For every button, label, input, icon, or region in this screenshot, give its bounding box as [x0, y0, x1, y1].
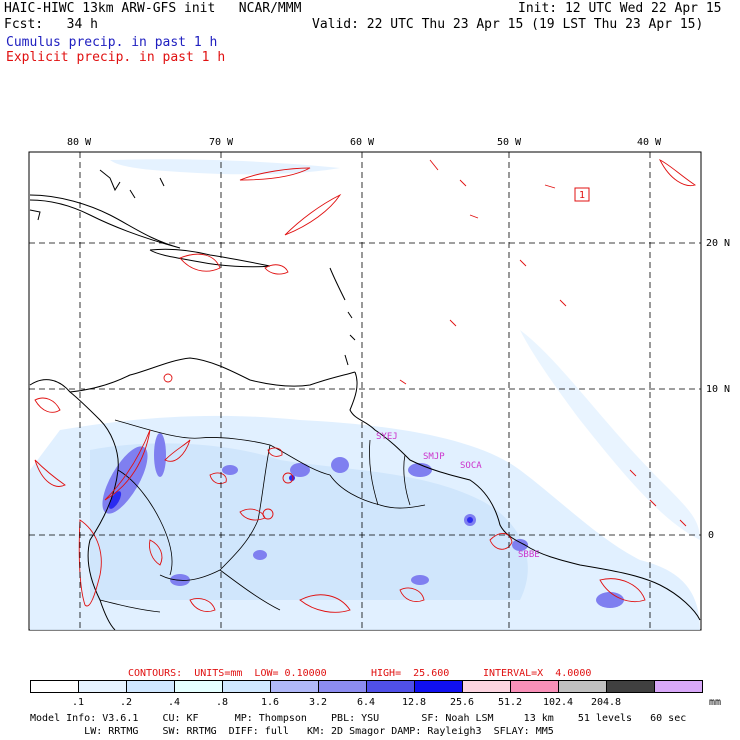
colorbar-label: 12.8 — [401, 697, 427, 708]
lon-label-60w: 60 W — [350, 137, 375, 148]
colorbar-swatch — [318, 680, 367, 693]
colorbar-swatch — [510, 680, 559, 693]
colorbar-label: 3.2 — [308, 697, 328, 708]
colorbar-swatch — [78, 680, 127, 693]
init-time: Init: 12 UTC Wed 22 Apr 15 — [518, 1, 722, 16]
marker-label: 1 — [579, 190, 586, 201]
colorbar-units: mm — [709, 697, 722, 708]
colorbar-swatch — [654, 680, 703, 693]
contour-high: HIGH= 25.600 — [371, 668, 450, 679]
colorbar-swatch — [558, 680, 607, 693]
colorbar-swatch — [462, 680, 511, 693]
colorbar-swatch — [126, 680, 175, 693]
lon-label-70w: 70 W — [209, 137, 234, 148]
colorbar-label: 204.8 — [590, 697, 622, 708]
intense-cells — [108, 475, 473, 523]
lat-label-10n: 10 N — [706, 384, 731, 395]
colorbar-label: .2 — [119, 697, 133, 708]
cumulus-precip-shading — [30, 159, 700, 630]
explicit-legend: Explicit precip. in past 1 h — [6, 50, 226, 65]
station-label-soca: SOCA — [460, 461, 482, 471]
model-title: HAIC-HIWC 13km ARW-GFS init NCAR/MMM — [4, 1, 302, 16]
lat-label-0: 0 — [708, 530, 715, 541]
colorbar-label: .4 — [167, 697, 181, 708]
lon-label-50w: 50 W — [497, 137, 522, 148]
colorbar-swatch — [414, 680, 463, 693]
station-label-smjp: SMJP — [423, 452, 445, 462]
contour-interval: INTERVAL=X 4.0000 — [483, 668, 592, 679]
marker-box — [574, 187, 590, 202]
lon-label-40w: 40 W — [637, 137, 662, 148]
station-label-sbbe: SBBE — [518, 550, 540, 560]
station-label-syej: SYEJ — [376, 432, 398, 442]
colorbar-label: 25.6 — [449, 697, 475, 708]
coastlines — [29, 169, 701, 631]
colorbar-label: .1 — [71, 697, 85, 708]
forecast-hour: Fcst: 34 h — [4, 17, 98, 32]
lon-label-80w: 80 W — [67, 137, 92, 148]
model-info-line1: Model Info: V3.6.1 CU: KF MP: Thompson P… — [30, 713, 687, 724]
borders — [99, 419, 426, 613]
explicit-precip-contours — [34, 158, 697, 613]
colorbar-swatch — [606, 680, 655, 693]
colorbar-label: .8 — [215, 697, 229, 708]
colorbar-label: 6.4 — [356, 697, 376, 708]
valid-time: Valid: 22 UTC Thu 23 Apr 15 (19 LST Thu … — [312, 17, 704, 32]
colorbar-swatch — [366, 680, 415, 693]
lat-lon-grid — [29, 152, 701, 630]
colorbar-swatch — [174, 680, 223, 693]
lat-label-20n: 20 N — [706, 238, 731, 249]
colorbar-label: 51.2 — [497, 697, 523, 708]
colorbar-label: 1.6 — [260, 697, 280, 708]
contour-units: CONTOURS: UNITS=mm LOW= 0.10000 — [128, 668, 327, 679]
model-info-line2: LW: RRTMG SW: RRTMG DIFF: full KM: 2D Sm… — [30, 726, 554, 737]
cumulus-legend: Cumulus precip. in past 1 h — [6, 35, 218, 50]
colorbar-swatch — [30, 680, 79, 693]
colorbar-swatch — [222, 680, 271, 693]
colorbar-label: 102.4 — [542, 697, 574, 708]
colorbar-swatch — [270, 680, 319, 693]
